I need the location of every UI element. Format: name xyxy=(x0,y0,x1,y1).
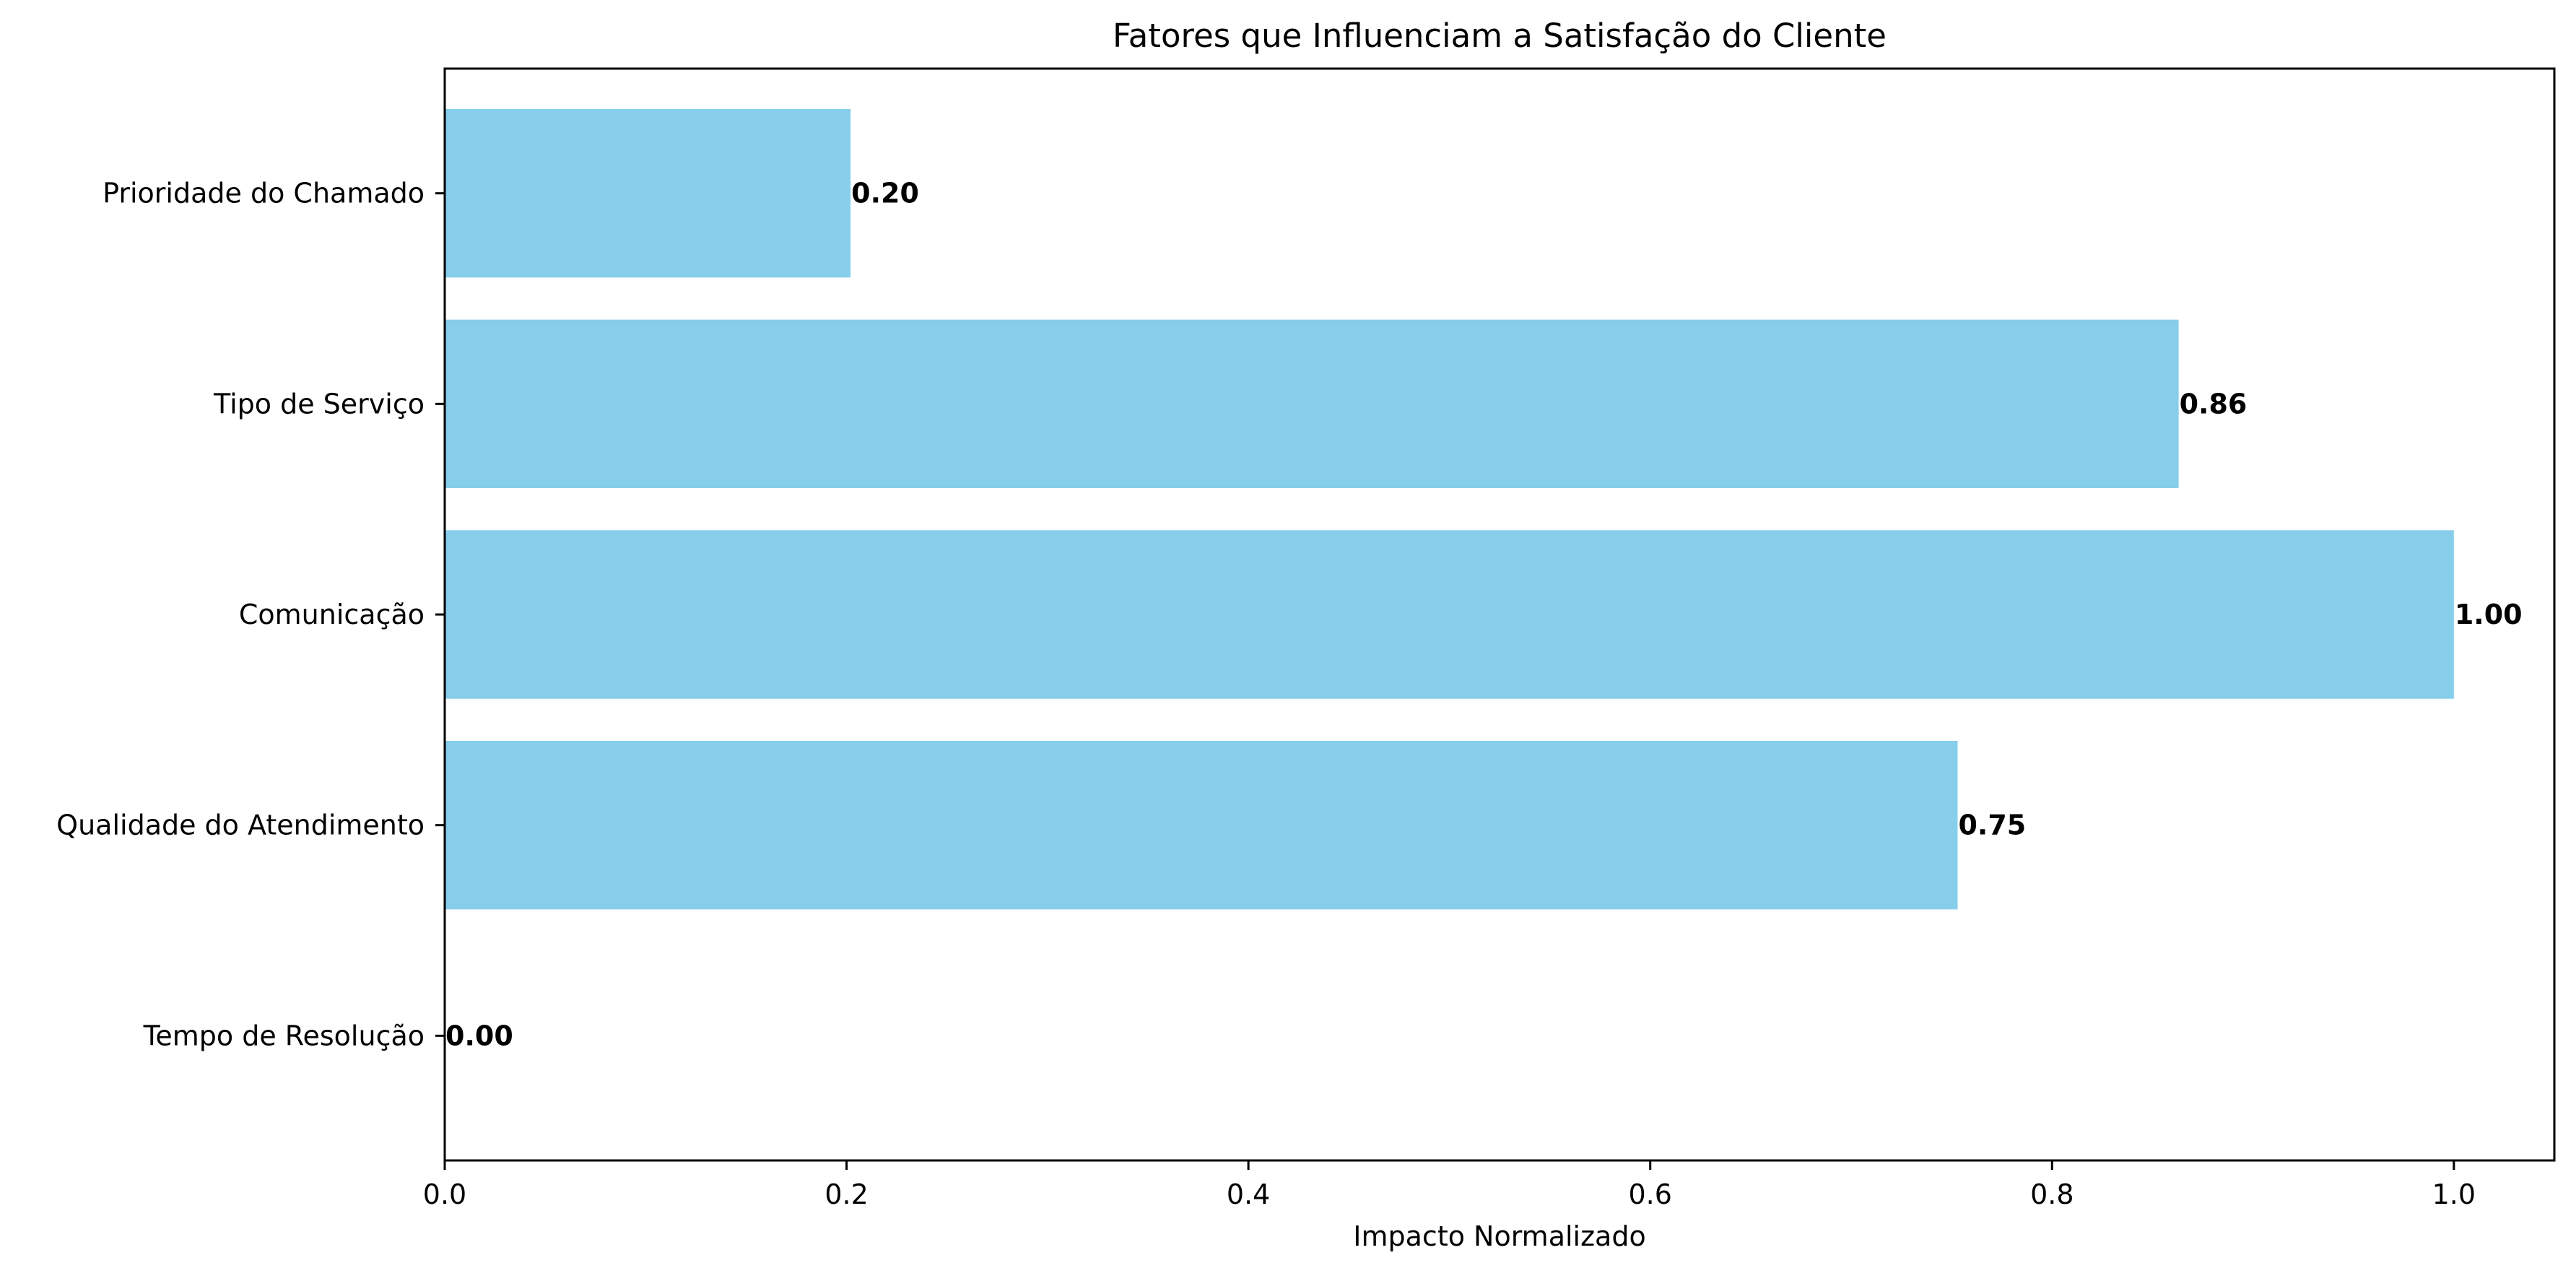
x-tick-label: 0.6 xyxy=(1628,1179,1671,1210)
bar-4 xyxy=(445,109,851,278)
x-tick-label: 0.0 xyxy=(423,1179,466,1210)
y-tick-label: Comunicação xyxy=(239,599,425,630)
bar-value-label: 0.86 xyxy=(2180,388,2248,420)
x-tick-label: 0.2 xyxy=(824,1179,868,1210)
plot-frame xyxy=(443,67,2556,1162)
x-axis: 0.0 0.2 0.4 0.6 0.8 1.0 xyxy=(423,1160,2476,1210)
bar-1 xyxy=(445,741,1958,910)
x-axis-title: Impacto Normalizado xyxy=(1353,1220,1645,1252)
x-tick-label: 0.4 xyxy=(1227,1179,1270,1210)
value-labels-layer: 0.00 0.75 1.00 0.86 0.20 xyxy=(445,178,2523,1052)
bar-value-label: 0.20 xyxy=(851,178,919,209)
bars-layer xyxy=(445,109,2454,910)
y-axis: Tempo de Resolução Qualidade do Atendimen… xyxy=(56,178,445,1051)
bar-value-label: 1.00 xyxy=(2455,599,2523,630)
bar-value-label: 0.75 xyxy=(1958,810,2026,841)
bar-3 xyxy=(445,319,2179,488)
chart-title: Fatores que Influenciam a Satisfação do … xyxy=(1113,17,1887,55)
x-tick-label: 1.0 xyxy=(2432,1179,2476,1210)
y-tick-label: Prioridade do Chamado xyxy=(103,178,425,209)
x-tick-label: 0.8 xyxy=(2030,1179,2074,1210)
bar-2 xyxy=(445,530,2454,699)
y-tick-label: Tipo de Serviço xyxy=(213,388,425,420)
bar-value-label: 0.00 xyxy=(445,1020,513,1051)
y-tick-label: Qualidade do Atendimento xyxy=(56,810,425,841)
y-tick-label: Tempo de Resolução xyxy=(143,1020,425,1051)
